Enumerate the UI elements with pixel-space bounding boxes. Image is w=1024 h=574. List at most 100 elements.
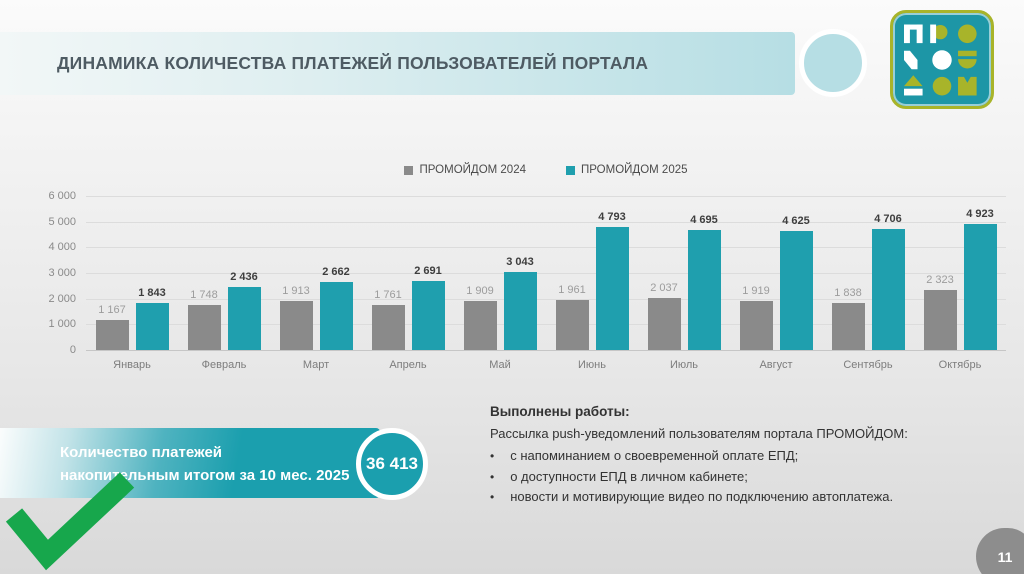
- bar-value-label: 2 323: [926, 274, 954, 287]
- works-bullet-text: с напоминанием о своевременной оплате ЕП…: [510, 448, 799, 463]
- works-heading: Выполнены работы:: [490, 404, 630, 419]
- bar-value-label: 2 662: [322, 265, 350, 278]
- bullet-icon: •: [490, 469, 495, 484]
- checkmark-icon: [5, 472, 135, 571]
- bullet-icon: •: [490, 449, 495, 463]
- total-badge-value: 36 413: [366, 454, 418, 473]
- y-axis-tick: 1 000: [48, 318, 76, 331]
- bullet-icon: •: [490, 490, 495, 504]
- chart-legend: ПРОМОЙДОМ 2024 ПРОМОЙДОМ 2025: [86, 164, 1006, 176]
- legend-marker-icon: [566, 165, 575, 175]
- bar-value-label: 2 037: [650, 281, 678, 294]
- bar-group: 1 838 4 706 Сентябрь: [822, 196, 914, 371]
- y-axis-tick: 2 000: [48, 292, 76, 305]
- bar-value-label: 2 436: [230, 271, 258, 284]
- summary-line2: накопительным итогом за 10 мес. 2025: [60, 467, 350, 484]
- bar-group: 1 748 2 436 Февраль: [178, 196, 270, 371]
- gridline: [86, 247, 1006, 249]
- works-intro: Рассылка push-уведомлений пользователям …: [490, 426, 908, 441]
- promoydom-logo-icon: [904, 24, 977, 95]
- bar-промойдом-2024: 1 913: [279, 285, 313, 350]
- bar-промойдом-2025: 2 662: [319, 266, 353, 350]
- bar-промойдом-2025: 4 706: [871, 213, 905, 350]
- works-block: Выполнены работы: Рассылка push-уведомле…: [490, 404, 935, 508]
- works-bullet-list: • с напоминанием о своевременной оплате Е…: [490, 446, 935, 508]
- legend-item: ПРОМОЙДОМ 2024: [404, 164, 526, 176]
- works-bullet-text: о доступности ЕПД в личном кабинете;: [510, 468, 748, 484]
- works-bullet-text: новости и мотивирующие видео по подключе…: [510, 489, 894, 504]
- x-axis-label: Март: [302, 359, 330, 371]
- gridline: [86, 298, 1006, 300]
- summary-line1: Количество платежей: [60, 444, 223, 461]
- bar-value-label: 1 167: [98, 304, 126, 317]
- gridline: [86, 273, 1006, 274]
- works-bullet-item: • о доступности ЕПД в личном кабинете;: [490, 467, 935, 488]
- x-axis-label: Февраль: [201, 359, 247, 371]
- bar-промойдом-2025: 4 923: [963, 208, 997, 350]
- y-axis-tick: 5 000: [48, 215, 76, 228]
- bar-промойдом-2025: 1 843: [135, 287, 169, 350]
- bar-промойдом-2025: 2 436: [227, 271, 261, 350]
- plot-area: 0 1 000 2 000 3 000 4 000 5 000 6 000 1 167 1 84…: [48, 190, 1006, 371]
- bar-value-label: 3 043: [506, 255, 534, 268]
- bar-промойдом-2024: 1 961: [555, 284, 589, 350]
- legend-label: ПРОМОЙДОМ 2024: [419, 164, 526, 176]
- bar-value-label: 1 913: [282, 284, 310, 297]
- bar-промойдом-2025: 4 695: [687, 214, 721, 350]
- bar-промойдом-2025: 4 793: [595, 211, 629, 350]
- bar-group: 1 913 2 662 Март: [270, 196, 362, 371]
- x-axis-label: Октябрь: [938, 359, 982, 371]
- x-axis-label: Апрель: [389, 359, 427, 371]
- page-number-badge: 11: [976, 528, 1024, 574]
- page-number: 11: [997, 549, 1013, 565]
- legend-item: ПРОМОЙДОМ 2025: [566, 164, 688, 176]
- bar-value-label: 4 706: [874, 213, 902, 226]
- bar-value-label: 1 838: [834, 286, 862, 299]
- y-axis-tick: 3 000: [48, 267, 76, 279]
- bar-промойдом-2024: 2 323: [923, 274, 957, 350]
- page-title: ДИНАМИКА КОЛИЧЕСТВА ПЛАТЕЖЕЙ ПОЛЬЗОВАТЕЛ…: [57, 53, 649, 73]
- bar-value-label: 4 625: [782, 215, 810, 228]
- bar-промойдом-2024: 1 761: [371, 289, 405, 350]
- bar-промойдом-2025: 3 043: [503, 256, 537, 350]
- bar-group: 2 323 4 923 Октябрь: [914, 196, 1006, 371]
- x-axis-label: Август: [759, 359, 793, 371]
- legend-label: ПРОМОЙДОМ 2025: [581, 164, 688, 176]
- bar-group: 1 167 1 843 Январь: [86, 196, 178, 371]
- bar-value-label: 4 695: [690, 213, 718, 226]
- bar-group: 1 909 3 043 Май: [454, 196, 546, 371]
- bar-промойдом-2024: 1 919: [739, 285, 773, 350]
- x-axis-label: Сентябрь: [843, 359, 893, 371]
- bar-value-label: 1 843: [138, 286, 166, 299]
- legend-marker-icon: [404, 165, 414, 175]
- bar-group: 1 919 4 625 Август: [730, 196, 822, 371]
- bar-value-label: 2 691: [414, 264, 442, 277]
- summary-box: Количество платежей накопительным итогом…: [0, 428, 380, 498]
- bar-value-label: 1 909: [466, 285, 494, 298]
- bar-промойдом-2025: 2 691: [411, 265, 445, 350]
- y-axis-tick: 0: [69, 344, 76, 356]
- x-axis-label: Май: [489, 359, 511, 371]
- bar-промойдом-2024: 2 037: [647, 282, 681, 350]
- works-bullet-item: • новости и мотивирующие видео по подключ…: [490, 487, 935, 508]
- x-axis-label: Январь: [113, 359, 151, 371]
- bar-промойдом-2025: 4 625: [779, 215, 813, 350]
- x-axis-label: Июль: [669, 359, 699, 371]
- bar-промойдом-2024: 1 167: [95, 304, 129, 350]
- bar-промойдом-2024: 1 909: [463, 285, 497, 350]
- bar-value-label: 1 761: [374, 288, 402, 301]
- bar-value-label: 1 961: [558, 283, 586, 296]
- bar-group: 1 961 4 793 Июнь: [546, 196, 638, 371]
- bar-group: 1 761 2 691 Апрель: [362, 196, 454, 371]
- y-axis-tick: 6 000: [48, 190, 76, 202]
- title-banner: ДИНАМИКА КОЛИЧЕСТВА ПЛАТЕЖЕЙ ПОЛЬЗОВАТЕЛ…: [0, 32, 795, 95]
- bar-промойдом-2024: 1 838: [831, 287, 865, 350]
- banner-circle-decoration: [799, 29, 867, 97]
- bar-value-label: 1 919: [742, 284, 770, 297]
- y-axis-tick: 4 000: [48, 241, 76, 254]
- promoydom-logo: [890, 10, 994, 109]
- bar-value-label: 4 793: [598, 210, 626, 223]
- works-bullet-item: • с напоминанием о своевременной оплате Е…: [490, 446, 935, 467]
- total-badge: 36 413: [356, 428, 428, 500]
